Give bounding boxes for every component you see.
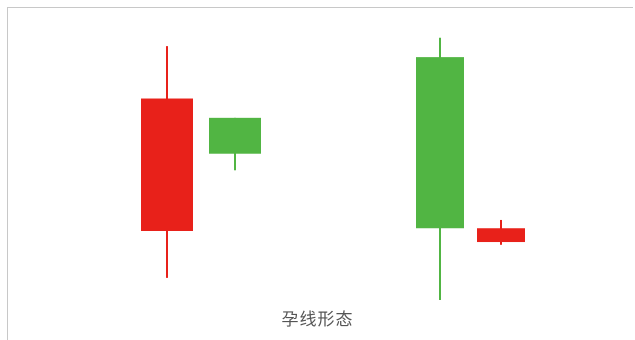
big-green-candle-body	[416, 57, 464, 229]
big-red-candle	[141, 46, 193, 278]
big-green-candle	[416, 37, 464, 300]
small-red-candle	[477, 219, 525, 245]
caption: 孕线形态	[281, 310, 354, 330]
small-red-candle-body	[477, 228, 525, 243]
small-green-candle	[209, 117, 261, 171]
big-red-candle-body	[141, 98, 193, 232]
frame-border	[7, 7, 633, 340]
small-green-candle-body	[209, 117, 261, 154]
